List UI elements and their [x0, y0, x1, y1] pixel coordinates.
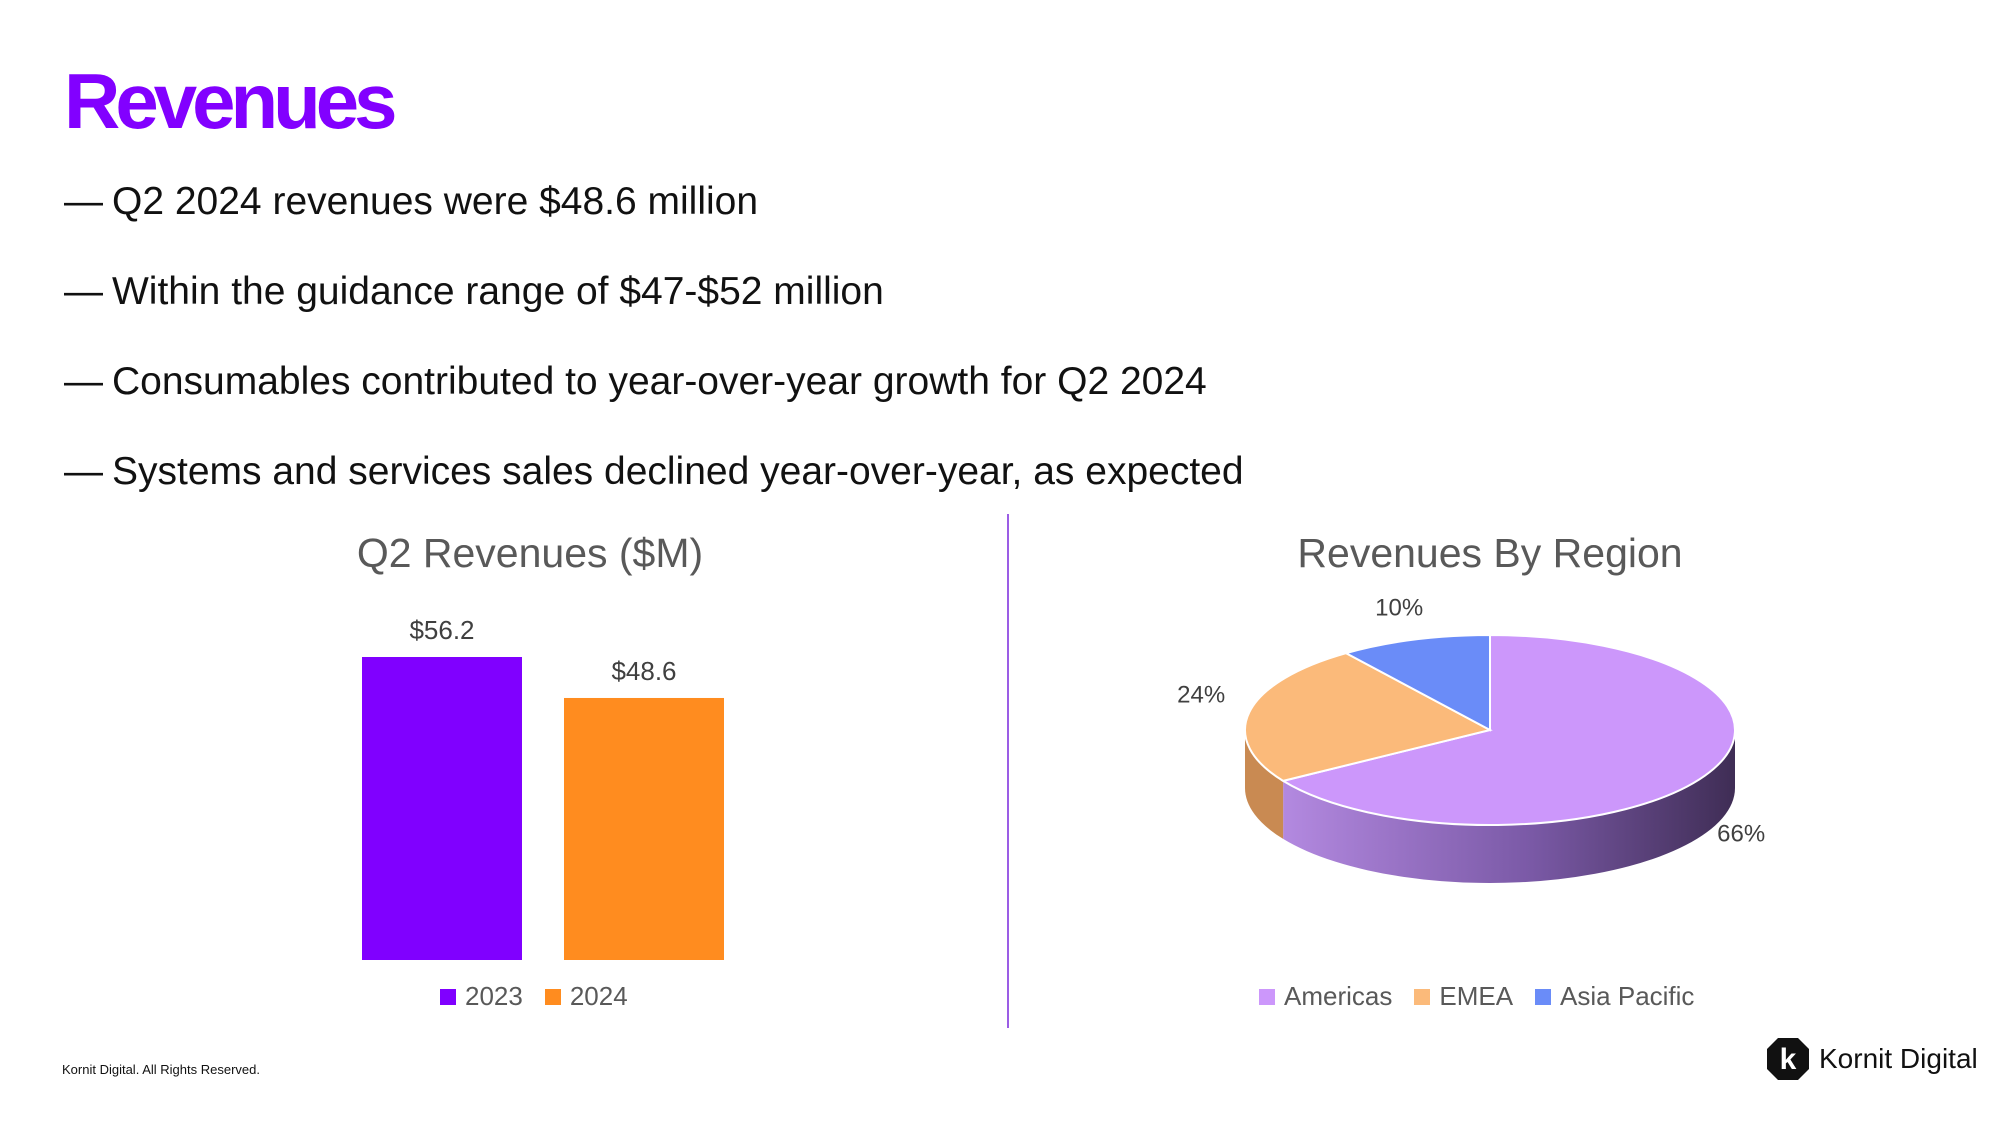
- legend-item-2024: 2024: [544, 981, 628, 1012]
- bullet-item: — Within the guidance range of $47-$52 mi…: [64, 270, 1244, 360]
- bullet-text: Q2 2024 revenues were $48.6 million: [112, 180, 759, 223]
- legend-label-2023: 2023: [465, 981, 523, 1011]
- chart-divider: [1007, 514, 1009, 1028]
- pie-chart-legend: Americas EMEA Asia Pacific: [1259, 981, 1716, 1012]
- bar-chart-legend: 2023 2024: [440, 981, 650, 1012]
- bar-2024: [564, 697, 724, 960]
- bullet-text: Consumables contributed to year-over-yea…: [112, 360, 1207, 403]
- kornit-logo-icon: k: [1767, 1038, 1809, 1080]
- bullet-list: — Q2 2024 revenues were $48.6 million — Wi…: [64, 180, 1244, 540]
- bullet-item: — Consumables contributed to year-over-ye…: [64, 360, 1244, 450]
- pie-chart: 66% 24% 10%: [1177, 595, 1765, 883]
- pie-slice-asia-pacific: [1343, 633, 1491, 732]
- svg-text:k: k: [1780, 1043, 1797, 1076]
- legend-swatch-asia-pacific: [1535, 988, 1552, 1005]
- legend-swatch-emea: [1414, 988, 1431, 1005]
- legend-label-emea: EMEA: [1439, 981, 1514, 1011]
- pie-chart-title: Revenues By Region: [1297, 530, 1683, 576]
- bullet-text: Within the guidance range of $47-$52 mil…: [112, 270, 884, 313]
- legend-swatch-2024: [544, 988, 561, 1005]
- legend-label-americas: Americas: [1284, 981, 1393, 1011]
- pie-slice-emea: [1244, 652, 1493, 782]
- bullet-marker: —: [64, 180, 103, 223]
- bullet-item: — Q2 2024 revenues were $48.6 million: [64, 180, 1244, 270]
- slide-title: Revenues: [64, 57, 398, 145]
- bar-data-label-2024: $48.6: [611, 656, 676, 686]
- legend-swatch-2023: [440, 988, 456, 1005]
- legend-label-asia-pacific: Asia Pacific: [1560, 981, 1695, 1011]
- company-logo: k Kornit Digital: [1765, 1036, 1978, 1082]
- bullet-item: — Systems and services sales declined yea…: [64, 450, 1244, 540]
- legend-label-2024: 2024: [569, 981, 628, 1011]
- pie-data-label-asia-pacific: 10%: [1375, 595, 1423, 622]
- legend-item-2023: 2023: [440, 981, 523, 1012]
- bullet-marker: —: [64, 360, 103, 403]
- bullet-text: Systems and services sales declined year…: [112, 450, 1244, 493]
- bar-2023: [362, 657, 522, 960]
- logo-text: Kornit Digital: [1819, 1043, 1978, 1074]
- footer-copyright: Kornit Digital. All Rights Reserved.: [62, 1062, 260, 1077]
- legend-item-americas: Americas: [1259, 981, 1392, 1012]
- bar-chart-title: Q2 Revenues ($M): [356, 530, 704, 576]
- bullet-marker: —: [64, 270, 103, 313]
- pie-slice-americas: [1280, 633, 1736, 826]
- pie-side-americas: [1283, 730, 1735, 883]
- bar-chart: $56.2 $48.6: [362, 615, 724, 960]
- bullet-marker: —: [64, 450, 103, 493]
- bar-data-label-2023: $56.2: [409, 615, 474, 645]
- legend-item-emea: EMEA: [1414, 981, 1513, 1012]
- legend-swatch-americas: [1259, 988, 1275, 1005]
- legend-item-asia-pacific: Asia Pacific: [1535, 981, 1694, 1012]
- pie-data-label-emea: 24%: [1177, 682, 1225, 709]
- pie-data-label-americas: 66%: [1717, 821, 1765, 848]
